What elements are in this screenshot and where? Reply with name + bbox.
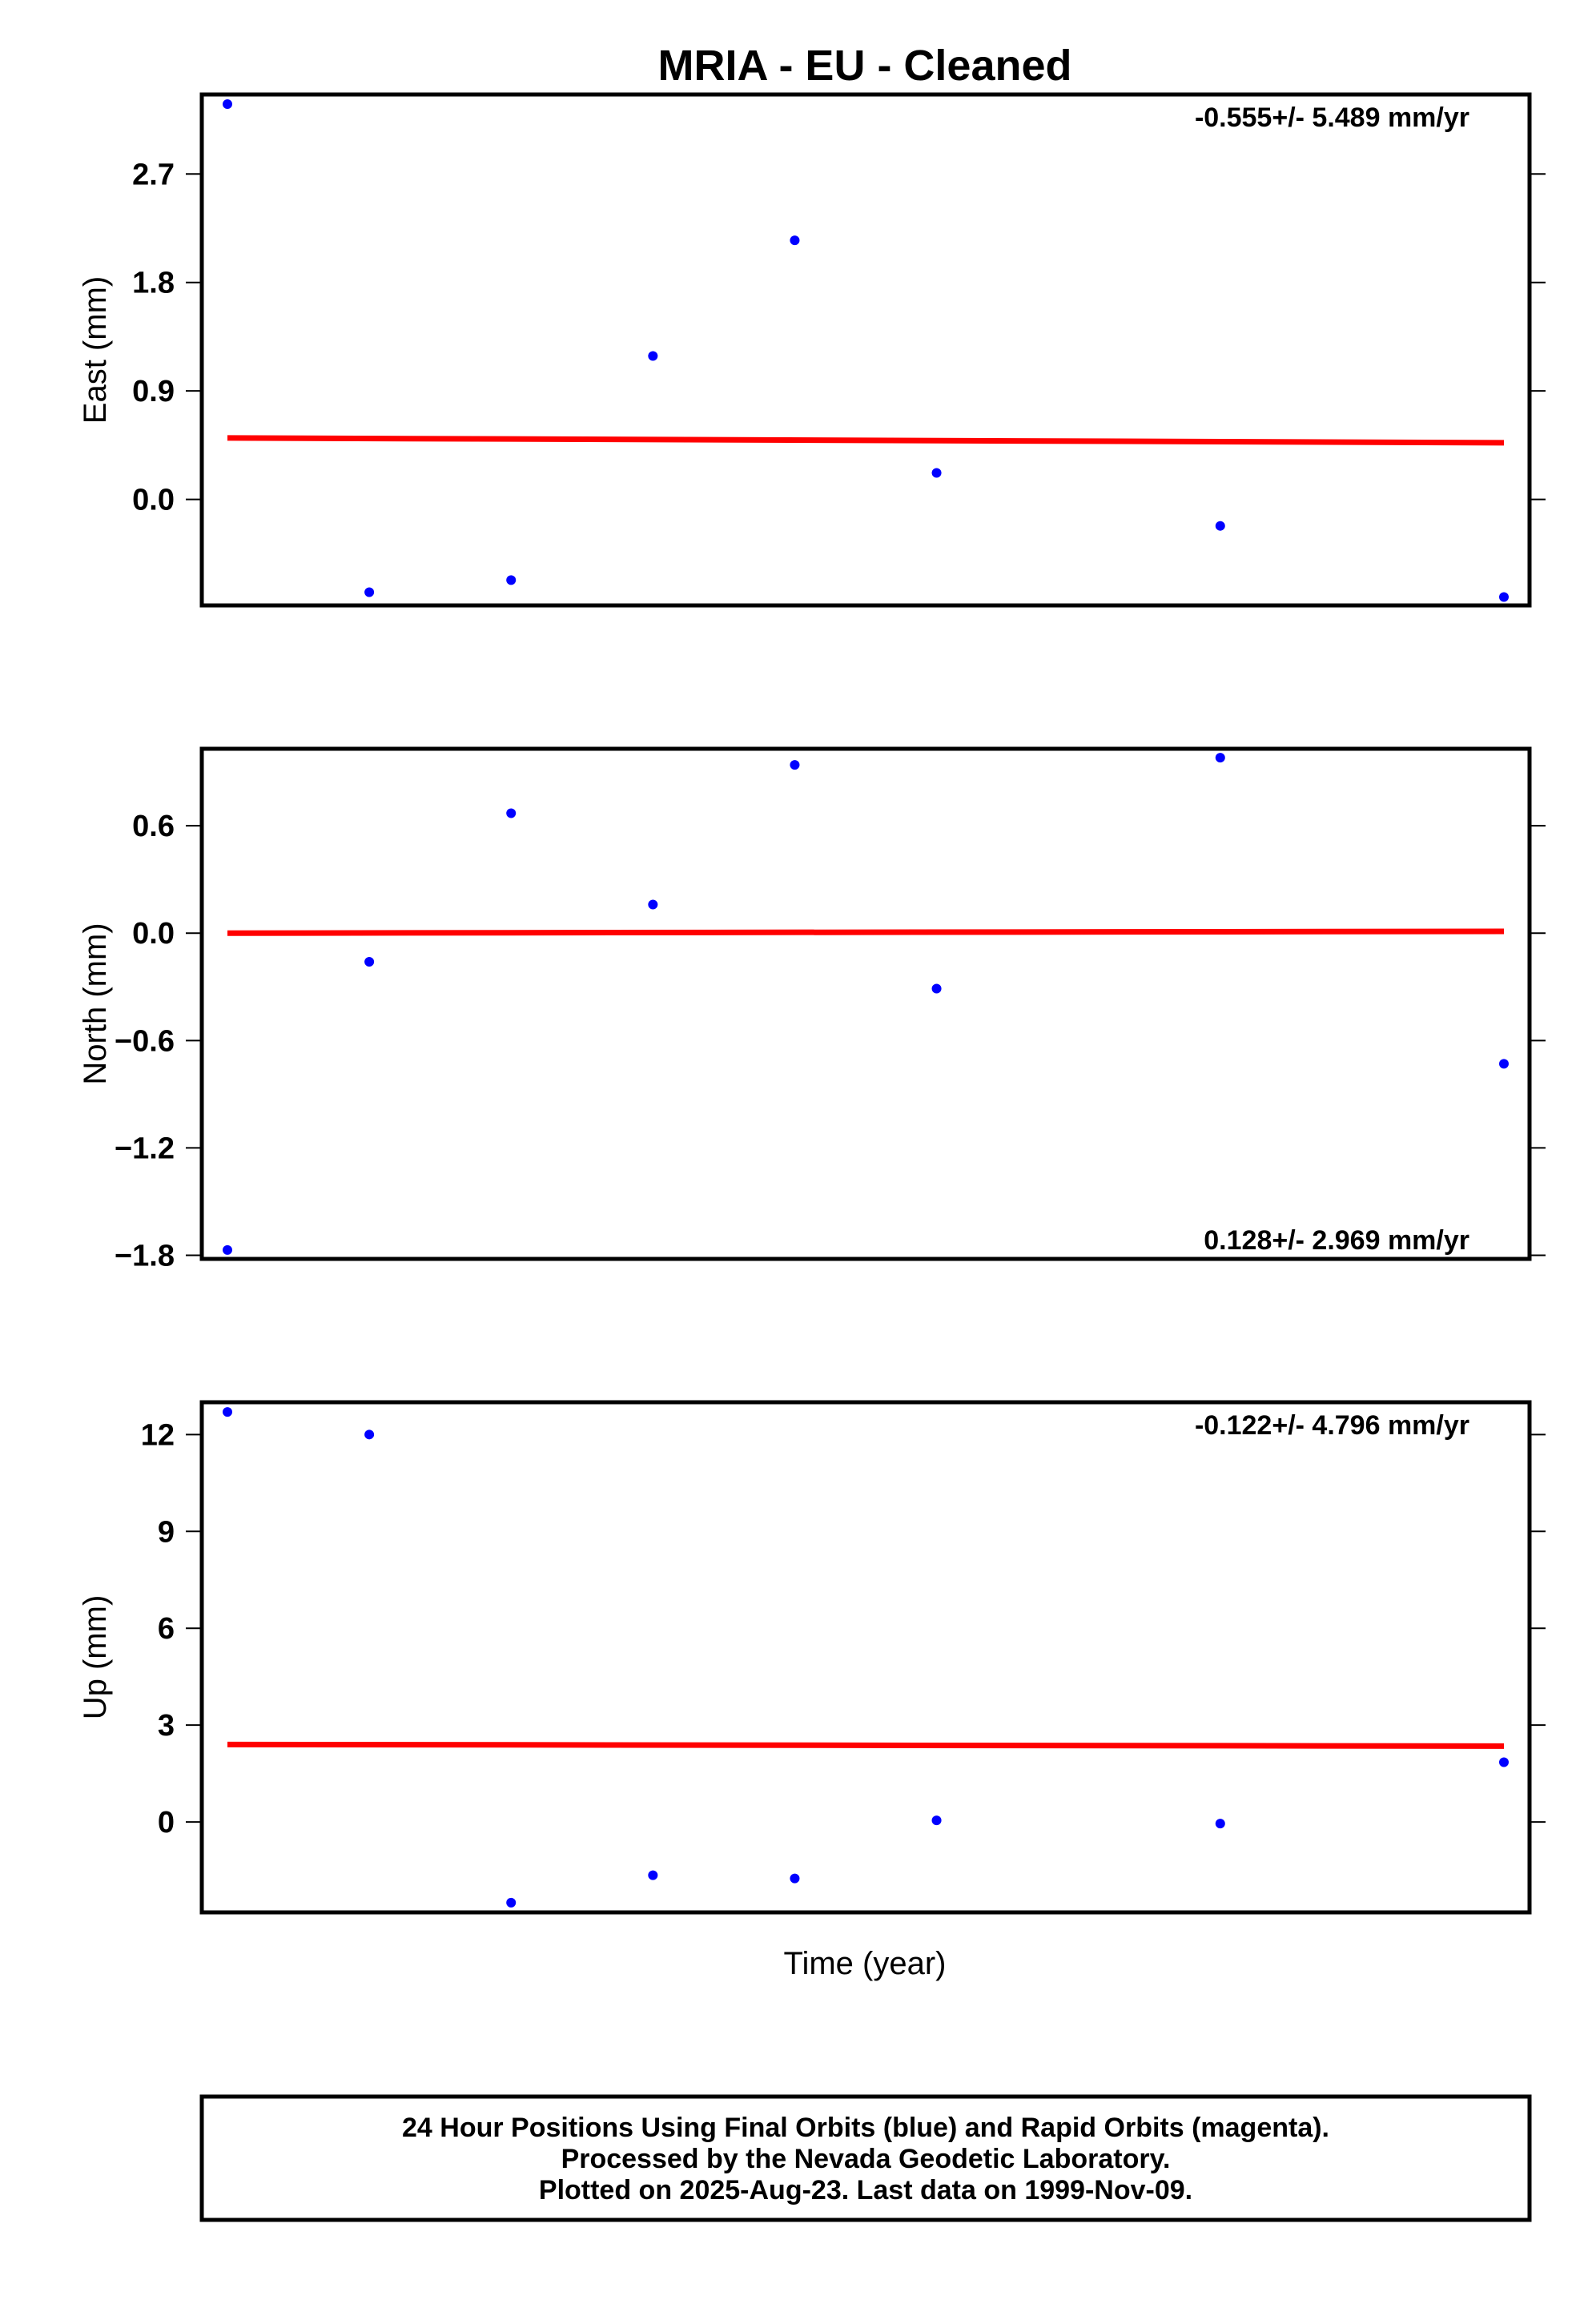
y-tick-label: 3 (158, 1709, 175, 1743)
panel-0: 0.0 0.9 1.8 2.7 East (mm) -0.555+/- 5.489 mm/… (78, 92, 1546, 608)
y-tick-label: 9 (158, 1515, 175, 1549)
data-point (648, 1870, 658, 1880)
y-tick-label: 2.7 (132, 158, 175, 191)
trend-line (227, 1741, 1505, 1749)
data-point (223, 1244, 232, 1255)
rate-label: 0.128+/- 2.969 mm/yr (1204, 1225, 1469, 1256)
y-tick-label: 0.0 (132, 917, 175, 951)
data-point (931, 468, 942, 478)
data-point (364, 1429, 375, 1440)
y-axis-label: East (mm) (78, 276, 113, 424)
footer-box (199, 2094, 1532, 2222)
data-point (931, 983, 942, 994)
data-point (790, 760, 800, 770)
y-tick-label: 12 (141, 1418, 175, 1452)
data-point (364, 956, 375, 967)
data-point (648, 351, 658, 361)
y-tick-label: −1.2 (115, 1132, 175, 1165)
x-axis-label: Time (year) (784, 1946, 947, 1981)
data-point (506, 1897, 517, 1908)
panel-2: 0 3 6 9 12 Up (mm) -0.122+/- 4.796 mm/yr (78, 1400, 1546, 1915)
data-point (648, 899, 658, 910)
trend-line (227, 435, 1505, 446)
y-tick-label: 0 (158, 1806, 175, 1839)
data-point (1215, 1819, 1225, 1829)
data-point (506, 575, 517, 585)
data-point (223, 99, 232, 110)
rate-label: -0.122+/- 4.796 mm/yr (1195, 1410, 1469, 1441)
data-point (1499, 592, 1509, 602)
y-tick-label: 0.6 (132, 810, 175, 843)
data-point (506, 808, 517, 818)
rate-label: -0.555+/- 5.489 mm/yr (1195, 103, 1469, 133)
data-point (1499, 1757, 1509, 1767)
y-tick-label: 6 (158, 1612, 175, 1646)
y-tick-label: 1.8 (132, 267, 175, 300)
panel-frame (199, 746, 1532, 1261)
data-point (1499, 1059, 1509, 1069)
trend-line (227, 928, 1505, 936)
y-tick-label: −0.6 (115, 1024, 175, 1058)
panels: 0.0 0.9 1.8 2.7 East (mm) -0.555+/- 5.489 mm/… (78, 92, 1546, 1915)
chart-title: MRIA - EU - Cleaned (657, 42, 1071, 90)
y-tick-label: 0.0 (132, 484, 175, 517)
footer-line-2: Processed by the Nevada Geodetic Laborat… (561, 2144, 1171, 2174)
y-tick-label: 0.9 (132, 375, 175, 408)
panel-1: −1.8 −1.2 −0.6 0.0 0.6 North (mm) 0.128+/- 2.9… (78, 746, 1546, 1273)
y-axis-label: North (mm) (78, 923, 113, 1084)
footer-line-1: 24 Hour Positions Using Final Orbits (bl… (402, 2113, 1329, 2143)
data-point (931, 1815, 942, 1826)
data-point (223, 1407, 232, 1417)
data-point (364, 587, 375, 597)
data-point (1215, 521, 1225, 531)
y-tick-label: −1.8 (115, 1240, 175, 1273)
panel-frame (199, 1400, 1532, 1915)
panel-frame (199, 92, 1532, 608)
footer-line-3: Plotted on 2025-Aug-23. Last data on 199… (539, 2175, 1192, 2205)
data-point (1215, 753, 1225, 763)
data-point (790, 1873, 800, 1884)
y-axis-label: Up (mm) (78, 1595, 113, 1720)
data-point (790, 235, 800, 246)
